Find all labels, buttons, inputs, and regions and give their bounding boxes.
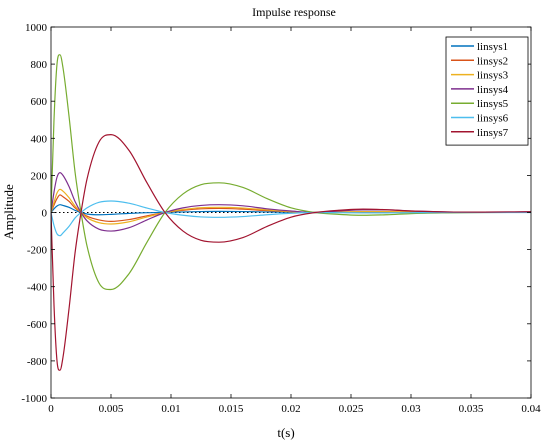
series-line-linsys5 (51, 54, 531, 291)
y-tick-label: 800 (31, 59, 48, 71)
series-line-linsys6 (51, 200, 531, 237)
x-tick-label: 0.01 (161, 403, 180, 415)
series-line-linsys3 (51, 188, 531, 225)
y-tick-label: -1000 (21, 393, 47, 405)
y-tick-label: 1000 (25, 22, 48, 34)
legend-label-linsys7: linsys7 (477, 127, 509, 139)
x-tick-label: 0.015 (219, 403, 244, 415)
y-tick-label: 0 (42, 208, 48, 220)
x-tick-label: 0 (48, 403, 54, 415)
legend-label-linsys4: linsys4 (477, 84, 509, 96)
legend-label-linsys2: linsys2 (477, 55, 508, 67)
y-tick-label: -200 (27, 245, 48, 257)
plot-area: 0 0.005 0.01 0.015 0.02 0.025 0.03 0.035 0.04 -10… (21, 22, 541, 415)
y-tick-label: -400 (27, 282, 48, 294)
y-tick-label: -800 (27, 356, 48, 368)
x-tick-label: 0.02 (281, 403, 300, 415)
legend-label-linsys3: linsys3 (477, 70, 509, 82)
x-axis-label: t(s) (277, 425, 294, 440)
y-tick-label: -600 (27, 319, 48, 331)
legend-label-linsys6: linsys6 (477, 113, 509, 125)
legend: linsys1 linsys2 linsys3 linsys4 linsys5 linsy… (445, 36, 529, 146)
y-tick-label: 600 (31, 96, 48, 108)
x-tick-label: 0.035 (459, 403, 484, 415)
legend-label-linsys5: linsys5 (477, 98, 509, 110)
y-tick-label: 400 (31, 133, 48, 145)
x-tick-label: 0.03 (401, 403, 421, 415)
x-tick-label: 0.025 (339, 403, 364, 415)
legend-box (445, 36, 529, 146)
series-group (51, 54, 531, 371)
y-axis-label: Amplitude (1, 184, 16, 240)
series-line-linsys7 (51, 133, 531, 371)
y-tick-label: 200 (31, 170, 48, 182)
x-tick-label: 0.005 (99, 403, 124, 415)
legend-label-linsys1: linsys1 (477, 41, 508, 53)
x-tick-label: 0.04 (521, 403, 541, 415)
chart-title: Impulse response (252, 5, 336, 19)
